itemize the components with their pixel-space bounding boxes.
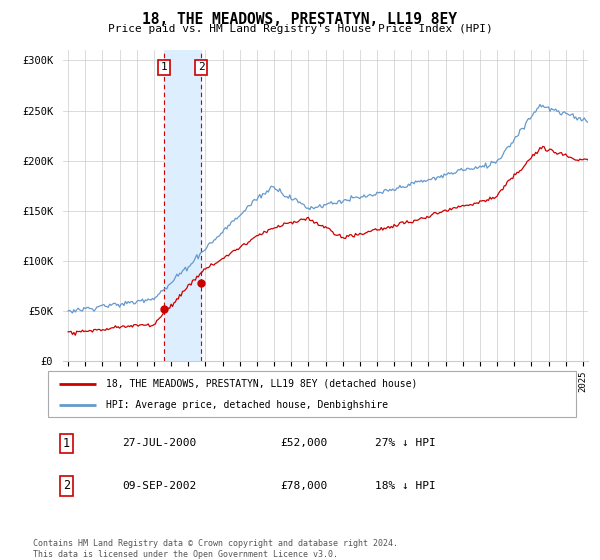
FancyBboxPatch shape <box>48 371 576 417</box>
Text: 18, THE MEADOWS, PRESTATYN, LL19 8EY (detached house): 18, THE MEADOWS, PRESTATYN, LL19 8EY (de… <box>106 379 418 389</box>
Text: 18% ↓ HPI: 18% ↓ HPI <box>376 481 436 491</box>
Text: 27-JUL-2000: 27-JUL-2000 <box>122 438 196 449</box>
Text: 1: 1 <box>63 437 70 450</box>
Bar <box>164 50 201 361</box>
Text: Contains HM Land Registry data © Crown copyright and database right 2024.
This d: Contains HM Land Registry data © Crown c… <box>33 539 398 559</box>
Text: HPI: Average price, detached house, Denbighshire: HPI: Average price, detached house, Denb… <box>106 400 388 410</box>
Text: 2: 2 <box>63 479 70 492</box>
Text: 09-SEP-2002: 09-SEP-2002 <box>122 481 196 491</box>
Text: £52,000: £52,000 <box>280 438 328 449</box>
Text: 2: 2 <box>198 63 205 72</box>
Text: 18, THE MEADOWS, PRESTATYN, LL19 8EY: 18, THE MEADOWS, PRESTATYN, LL19 8EY <box>143 12 458 27</box>
Text: 27% ↓ HPI: 27% ↓ HPI <box>376 438 436 449</box>
Text: Price paid vs. HM Land Registry's House Price Index (HPI): Price paid vs. HM Land Registry's House … <box>107 24 493 34</box>
Text: 1: 1 <box>161 63 167 72</box>
Text: £78,000: £78,000 <box>280 481 328 491</box>
